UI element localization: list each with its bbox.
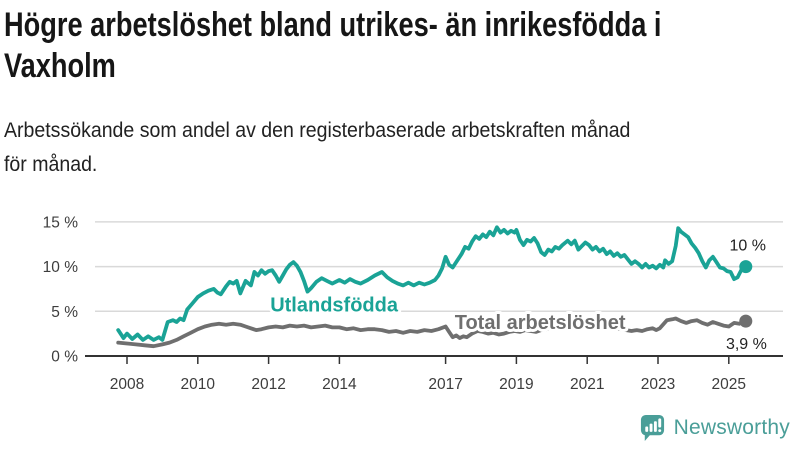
chart-subtitle-line-2: för månad. [4,153,98,176]
series-label-total-arbetsloshet: Total arbetslöshet [455,312,626,334]
page-title-line-2: Vaxholm [4,47,116,85]
page-title: Högre arbetslöshet bland utrikes- än inr… [4,5,800,87]
y-tick-label-5: 5 % [51,304,78,321]
x-tick-label-2017: 2017 [428,376,462,393]
x-tick-label-2012: 2012 [251,376,285,393]
x-tick-label-2008: 2008 [110,376,144,393]
series-line-utlandsfodda [116,225,748,342]
chart-subtitle: Arbetssökande som andel av den registerb… [4,114,800,182]
newsworthy-logo-text: Newsworthy [673,416,790,439]
series-label-utlandsfodda: Utlandsfödda [270,294,399,316]
end-value-label-total-arbetsloshet: 3,9 % [726,336,767,353]
series-line-total-arbetsloshet [116,316,748,349]
chart-subtitle-line-1: Arbetssökande som andel av den registerb… [4,119,631,142]
end-dot-total-arbetsloshet [739,314,753,328]
newsworthy-logo: Newsworthy [639,413,790,443]
end-dot-utlandsfodda [739,260,753,274]
end-value-label-utlandsfodda: 10 % [730,238,766,255]
y-tick-label-0: 0 % [51,349,78,366]
x-tick-label-2014: 2014 [322,376,357,393]
x-tick-label-2019: 2019 [499,376,533,393]
x-tick-label-2025: 2025 [712,376,746,393]
y-tick-label-15: 15 % [43,214,79,231]
x-tick-label-2021: 2021 [570,376,604,393]
page-title-line-1: Högre arbetslöshet bland utrikes- än inr… [4,6,662,44]
y-tick-label-10: 10 % [43,259,79,276]
x-tick-label-2023: 2023 [641,376,675,393]
x-tick-label-2010: 2010 [181,376,216,393]
newsworthy-logo-icon [640,414,664,442]
